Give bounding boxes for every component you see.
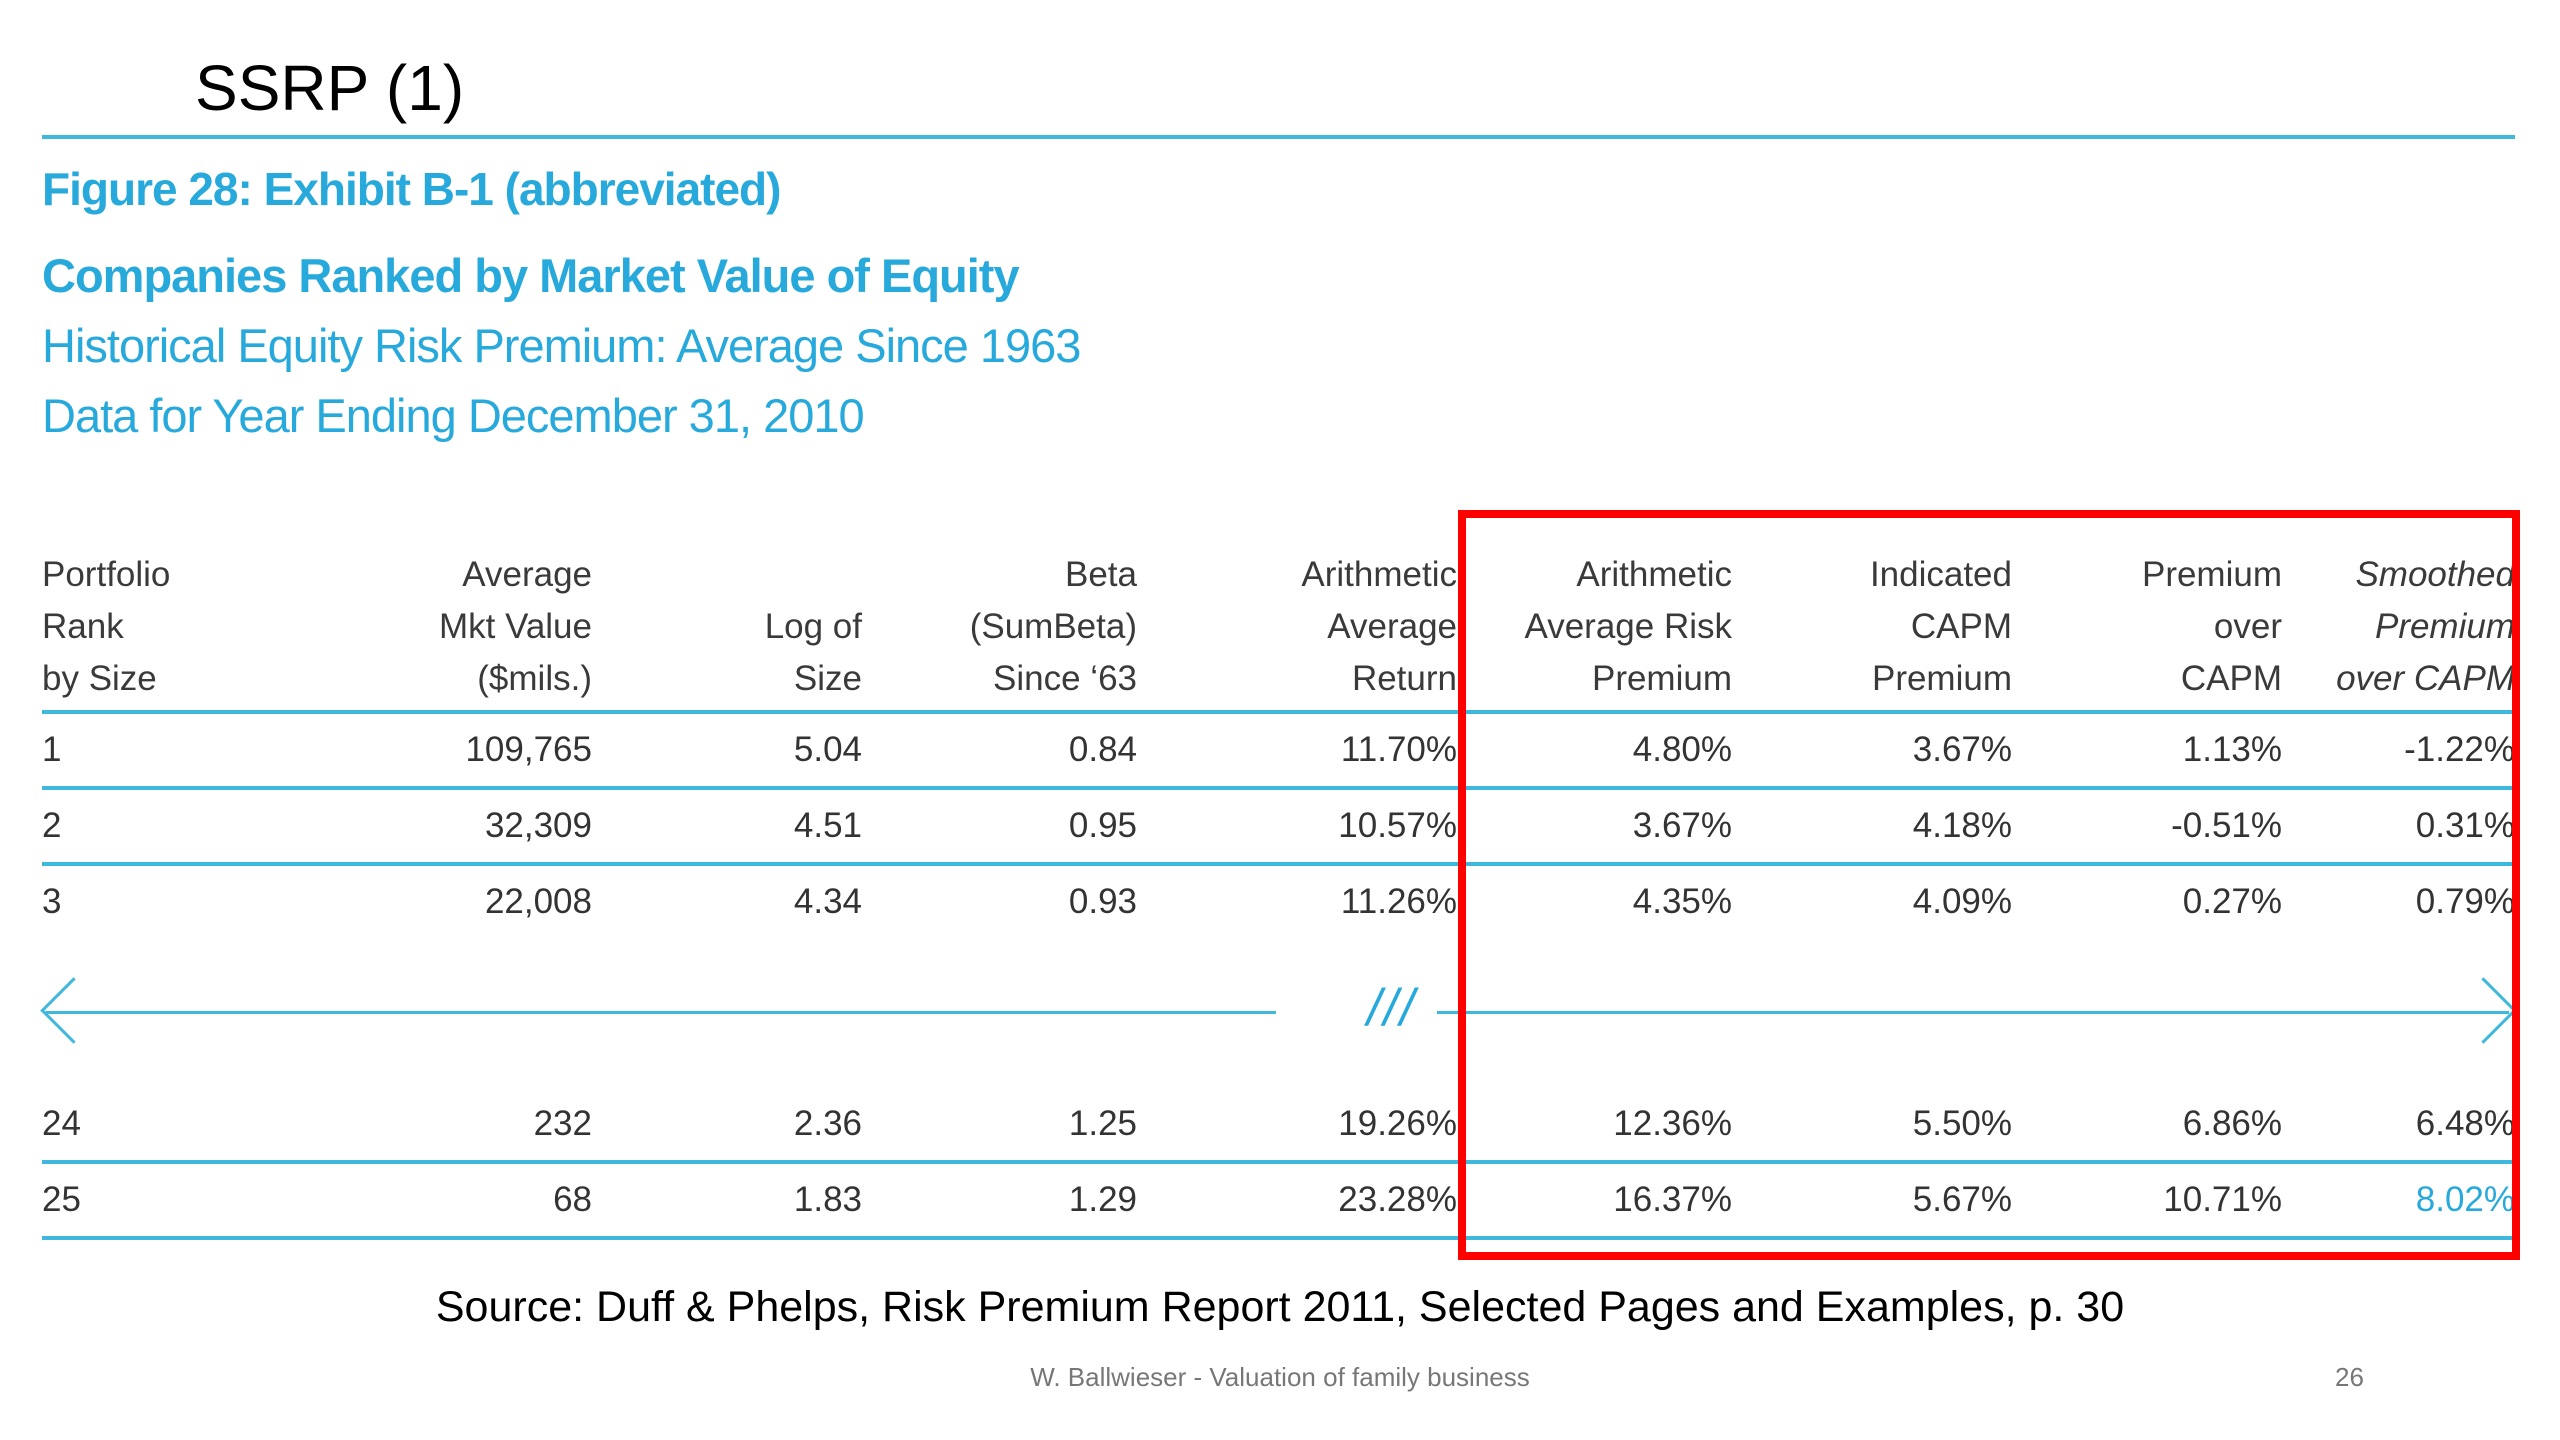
cell-mkt-value: 32,309	[484, 806, 592, 845]
gap-marker: ///	[1367, 979, 1417, 1037]
cell-arith-return: 10.57%	[1338, 806, 1457, 845]
cell-smoothed-premium: 6.48%	[2415, 1104, 2515, 1143]
cell-mkt-value: 22,008	[484, 882, 592, 921]
arrow-left-icon	[40, 977, 107, 1044]
cell-rank: 3	[42, 882, 62, 921]
table-row: 24 232 2.36 1.25 19.26% 12.36% 5.50% 6.8…	[42, 1088, 2515, 1164]
cell-capm-premium: 4.09%	[1912, 882, 2012, 921]
figure-caption: Figure 28: Exhibit B-1 (abbreviated)	[42, 163, 781, 215]
cell-rank: 1	[42, 730, 62, 769]
cell-premium-over-capm: -0.51%	[2171, 806, 2282, 845]
cell-smoothed-premium-highlight: 8.02%	[2415, 1180, 2515, 1219]
header-arith-avg-return: Arithmetic Average Return	[1301, 555, 1457, 698]
cell-beta: 1.25	[1068, 1104, 1137, 1143]
cell-log-size: 5.04	[793, 730, 862, 769]
cell-premium-over-capm: 10.71%	[2163, 1180, 2282, 1219]
slide-title: SSRP (1)	[195, 52, 465, 124]
omitted-rows-indicator: ///	[40, 938, 2517, 1088]
cell-beta: 0.93	[1068, 882, 1137, 921]
header-arith-avg-risk-premium: Arithmetic Average Risk Premium	[1524, 555, 1732, 698]
cell-beta: 0.95	[1068, 806, 1137, 845]
header-log-size: Log of Size	[764, 607, 862, 698]
cell-risk-premium: 3.67%	[1632, 806, 1732, 845]
header-beta: Beta (SumBeta) Since ‘63	[969, 555, 1137, 698]
highlight-box	[1458, 510, 2520, 1260]
cell-premium-over-capm: 0.27%	[2182, 882, 2282, 921]
table-row: 1 109,765 5.04 0.84 11.70% 4.80% 3.67% 1…	[42, 714, 2515, 790]
cell-log-size: 1.83	[793, 1180, 862, 1219]
page-number: 26	[2335, 1362, 2364, 1392]
footer-text: W. Ballwieser - Valuation of family busi…	[1030, 1362, 1530, 1392]
cell-premium-over-capm: 1.13%	[2182, 730, 2282, 769]
table-header-row: Portfolio Rank by Size Average Mkt Value…	[42, 545, 2515, 714]
cell-mkt-value: 109,765	[465, 730, 592, 769]
header-premium-over-capm: Premium over CAPM	[2141, 555, 2282, 698]
header-smoothed-premium: Smoothed Premium over CAPM	[2336, 555, 2515, 698]
table-row: 3 22,008 4.34 0.93 11.26% 4.35% 4.09% 0.…	[42, 866, 2515, 938]
figure-subheading: Historical Equity Risk Premium: Average …	[42, 319, 1081, 372]
cell-rank: 24	[42, 1104, 81, 1143]
gap-line-right	[1437, 1011, 2509, 1014]
cell-arith-return: 23.28%	[1338, 1180, 1457, 1219]
gap-line-left	[46, 1011, 1276, 1014]
title-rule	[42, 135, 2515, 139]
header-avg-mkt-value: Average Mkt Value ($mils.)	[438, 555, 592, 698]
cell-mkt-value: 232	[533, 1104, 592, 1143]
cell-capm-premium: 4.18%	[1912, 806, 2012, 845]
cell-arith-return: 11.26%	[1340, 882, 1457, 921]
cell-log-size: 4.51	[793, 806, 862, 845]
figure-heading: Companies Ranked by Market Value of Equi…	[42, 249, 1020, 302]
table-row: 25 68 1.83 1.29 23.28% 16.37% 5.67% 10.7…	[42, 1164, 2515, 1240]
cell-rank: 2	[42, 806, 62, 845]
cell-smoothed-premium: -1.22%	[2404, 730, 2515, 769]
cell-risk-premium: 16.37%	[1613, 1180, 1732, 1219]
cell-beta: 1.29	[1068, 1180, 1137, 1219]
cell-smoothed-premium: 0.31%	[2415, 806, 2515, 845]
risk-premium-table: Portfolio Rank by Size Average Mkt Value…	[40, 545, 2517, 1240]
cell-risk-premium: 12.36%	[1613, 1104, 1732, 1143]
cell-mkt-value: 68	[553, 1180, 592, 1219]
table-row: 2 32,309 4.51 0.95 10.57% 3.67% 4.18% -0…	[42, 790, 2515, 866]
cell-arith-return: 19.26%	[1338, 1104, 1457, 1143]
source-citation: Source: Duff & Phelps, Risk Premium Repo…	[435, 1283, 2125, 1331]
cell-risk-premium: 4.80%	[1632, 730, 1732, 769]
figure-data-note: Data for Year Ending December 31, 2010	[42, 389, 865, 442]
cell-capm-premium: 5.50%	[1912, 1104, 2012, 1143]
cell-log-size: 2.36	[793, 1104, 862, 1143]
cell-arith-return: 11.70%	[1340, 730, 1457, 769]
cell-smoothed-premium: 0.79%	[2415, 882, 2515, 921]
cell-capm-premium: 3.67%	[1912, 730, 2012, 769]
cell-premium-over-capm: 6.86%	[2182, 1104, 2282, 1143]
cell-beta: 0.84	[1068, 730, 1137, 769]
cell-risk-premium: 4.35%	[1632, 882, 1732, 921]
cell-capm-premium: 5.67%	[1912, 1180, 2012, 1219]
header-indicated-capm-premium: Indicated CAPM Premium	[1869, 555, 2012, 698]
cell-rank: 25	[42, 1180, 81, 1219]
cell-log-size: 4.34	[793, 882, 862, 921]
header-portfolio-rank: Portfolio Rank by Size	[42, 555, 171, 698]
